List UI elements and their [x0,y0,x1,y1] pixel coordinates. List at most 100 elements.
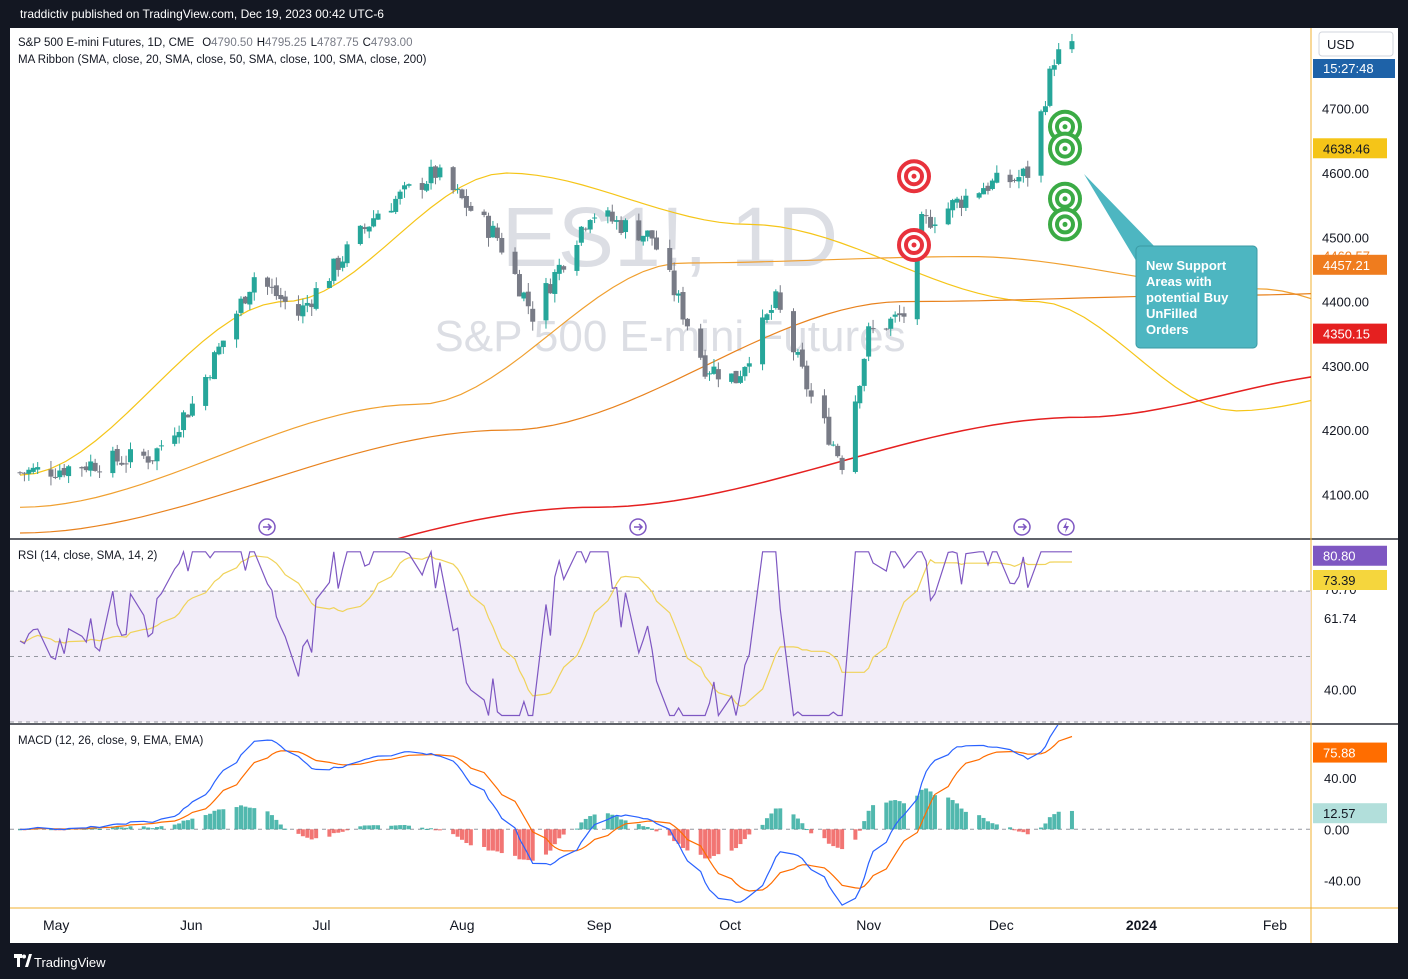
candle-body [48,469,54,477]
time-axis[interactable]: May Jun Jul Aug Sep Oct Nov Dec 2024 Feb [43,917,1287,933]
rsi-pane[interactable] [19,549,1072,718]
macd-histogram-bar [468,829,473,846]
macd-histogram-bar [857,829,862,831]
candle-body [242,296,248,304]
macd-histogram-bar [698,829,703,855]
macd-histogram-bar [619,819,624,830]
price-axis[interactable]: 4700.00 4600.00 4500.00 4400.00 4300.00 4200.… [1313,102,1387,889]
macd-histogram-bar [1008,827,1013,830]
price-label-0: 4638.46 [1323,141,1370,156]
macd-histogram-bar [623,820,628,830]
candle-body [494,227,500,239]
candle-body [375,213,381,220]
candle-body [304,302,310,306]
currency-button[interactable] [1318,31,1394,57]
macd-histogram-bar [177,823,182,830]
tradingview-brand: TradingView [34,955,106,970]
macd-histogram-bar [862,821,867,830]
macd-histogram-bar [274,819,279,830]
candle-body [52,476,58,478]
chart-svg[interactable]: ES1!, 1D S&P 500 E-mini Futures S&P 500 … [10,28,1398,943]
candle-body [388,210,394,213]
candle-body [649,230,655,239]
candle-body [216,346,222,355]
macd-histogram-bar [119,827,124,830]
macd-histogram-bar [1069,810,1074,830]
target-red-icon-dot [911,242,917,248]
macd-histogram-bar [579,822,584,830]
candle-body [605,210,611,217]
candle-body [1025,166,1031,178]
candle-body [830,444,836,446]
macd-histogram-bar [605,813,610,830]
macd-histogram-bar [305,829,310,838]
macd-histogram-bar [950,800,955,830]
candle-body [207,377,213,379]
macd-histogram-bar [543,829,548,855]
dividend-event-icon-glyph [634,523,644,531]
macd-tick-label: 40.00 [1324,771,1357,786]
candle-body [110,450,116,474]
macd-histogram-bar [455,829,460,837]
target-red-icon-ring [904,166,924,187]
macd-pane[interactable] [18,718,1074,906]
candle-body [852,401,858,473]
macd-histogram-bar [97,828,102,830]
macd-histogram-bar [371,825,376,830]
macd-histogram-bar [517,829,522,860]
candle-body [406,184,412,186]
price-tick-label: 4400.00 [1322,295,1369,310]
candle-body [335,257,341,270]
candle-body [17,472,23,474]
macd-histogram-bar [247,807,252,830]
candle-body [61,467,67,476]
candle-body [437,167,443,178]
macd-histogram-bar [764,818,769,830]
candle-body [768,310,774,313]
candle-body [614,220,620,222]
macd-histogram-bar [981,817,986,830]
price-pane[interactable] [17,33,1399,623]
candle-body [737,376,743,383]
chart-area[interactable]: ES1!, 1D S&P 500 E-mini Futures S&P 500 … [10,28,1398,943]
candle-body [963,195,969,208]
macd-histogram-bar [804,829,809,831]
macd-histogram-bar [234,807,239,830]
macd-histogram-bar [265,811,270,830]
candle-body [821,395,827,419]
rsi-tick-label: 40.00 [1324,682,1357,697]
macd-histogram-bar [800,823,805,830]
candle-body [516,274,522,297]
macd-histogram-bar [433,829,438,831]
callout-text: New Support Areas with potential Buy UnF… [1146,258,1232,337]
candle-body [176,431,182,438]
macd-histogram-bar [521,829,526,860]
macd-histogram-bar [840,829,845,850]
time-tick-label: Aug [450,917,475,933]
candle-body [653,237,659,250]
candle-body [715,369,721,380]
macd-histogram-bar [482,829,487,847]
candle-body [490,225,496,238]
candle-body [463,195,469,208]
macd-histogram-bar [871,805,876,830]
macd-histogram-bar [955,803,960,830]
candle-body [114,448,120,462]
macd-histogram-bar [809,829,814,834]
macd-line [19,725,1059,906]
candle-body [530,308,536,322]
macd-histogram-bar [146,827,151,830]
macd-histogram-bar [1016,829,1021,832]
macd-histogram-bar [654,829,659,832]
candle-body [309,303,315,308]
macd-histogram-bar [645,827,650,830]
macd-histogram-bar [185,820,190,830]
candle-body [181,412,187,431]
macd-histogram-bar [932,795,937,830]
target-green-icon-dot [1062,146,1068,152]
candle-body [888,318,894,329]
macd-histogram-bar [110,826,115,830]
candle-body [220,340,226,348]
candle-body [326,280,332,288]
callout-box[interactable] [1135,245,1258,349]
